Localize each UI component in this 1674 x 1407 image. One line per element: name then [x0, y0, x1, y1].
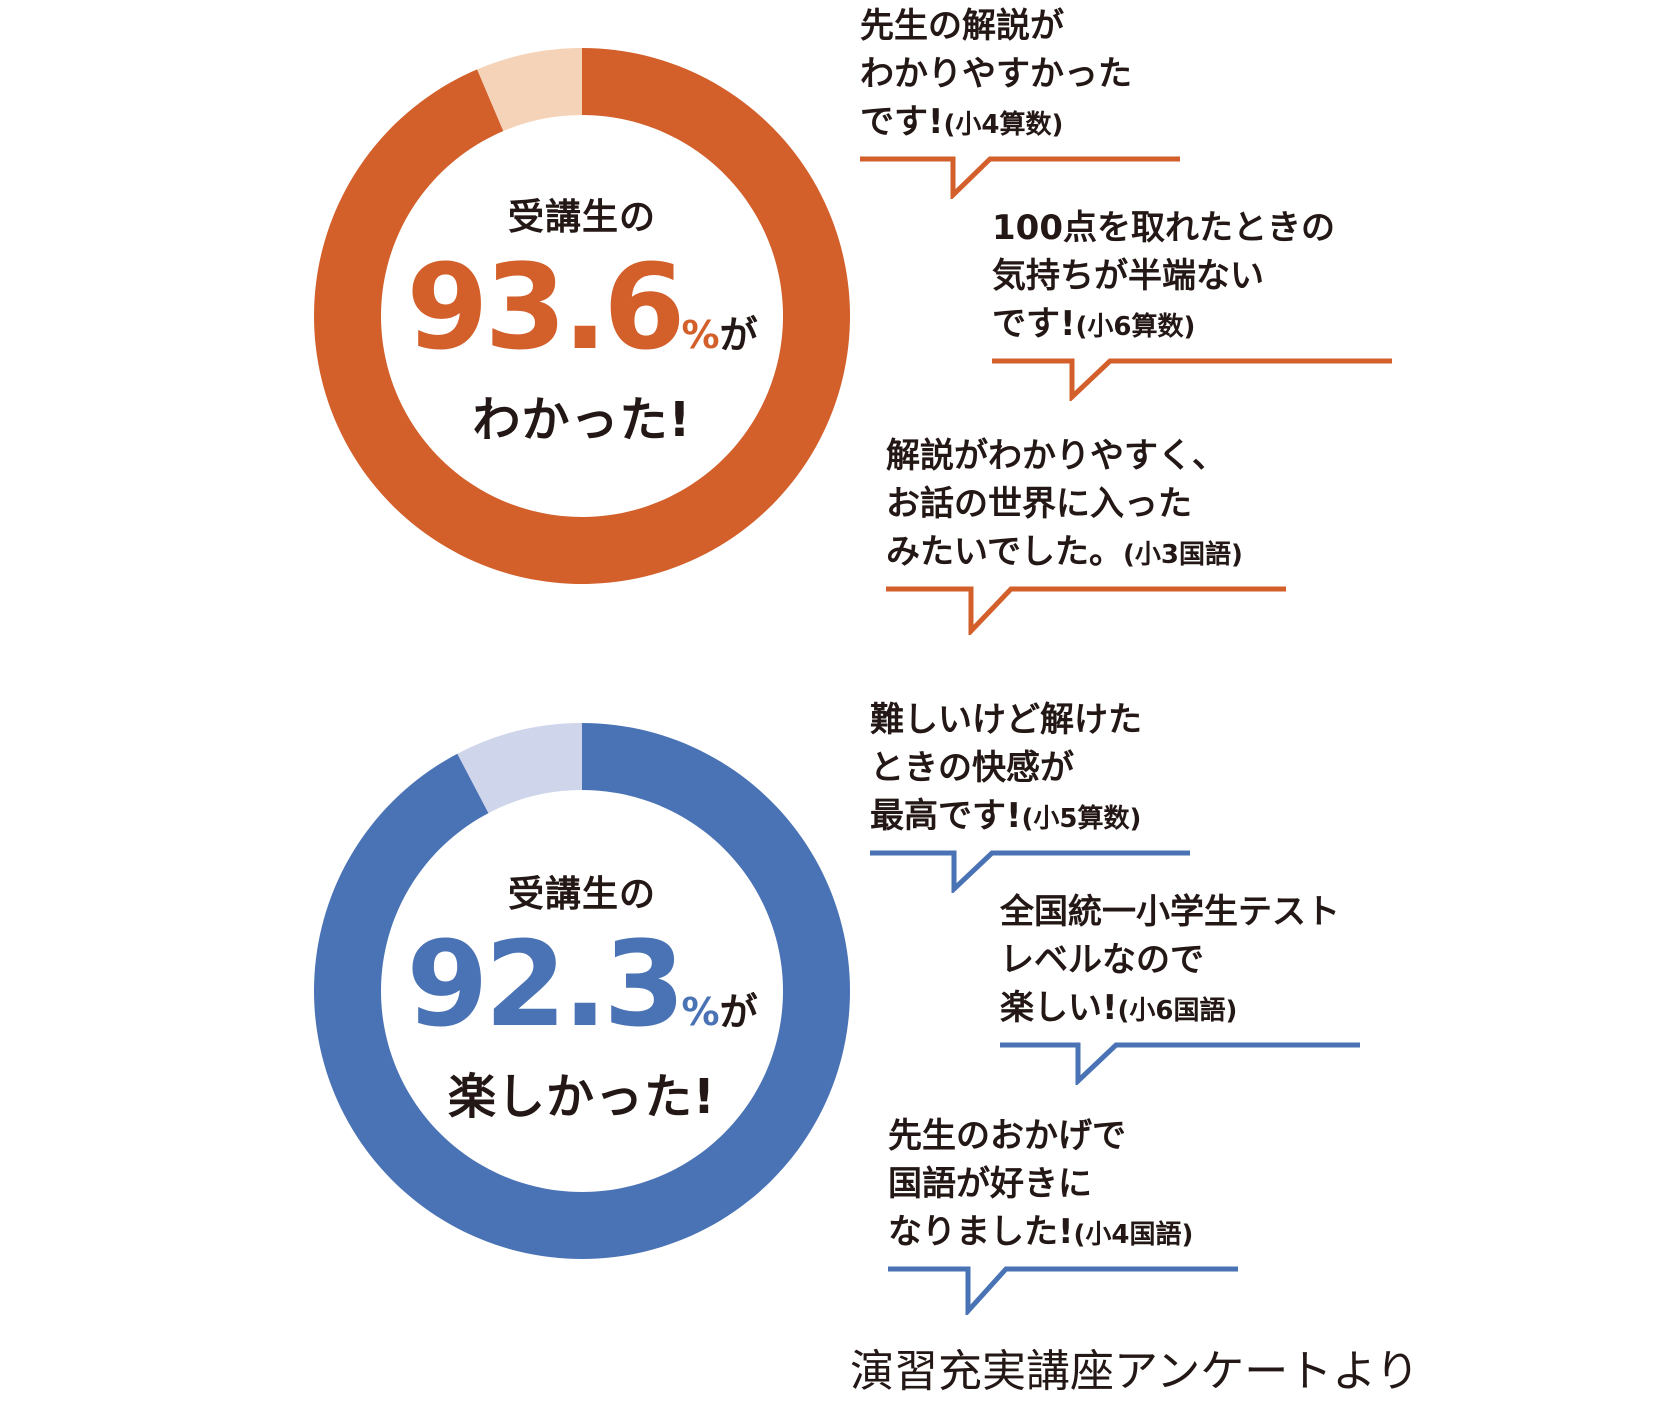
comment-tag: (小4算数)	[943, 110, 1064, 140]
speech-tail-top-3	[886, 586, 1286, 635]
comment-line: お話の世界に入った	[886, 484, 1192, 524]
speech-tail-top-1	[860, 156, 1180, 199]
donut-slice-rest	[477, 48, 582, 132]
donut-slice-rest	[457, 723, 582, 814]
comment-line: です!(小4算数)	[860, 102, 1064, 142]
comment-bottom-3: 先生のおかげで 国語が好きに なりました!(小4国語)	[888, 1112, 1268, 1315]
comment-tag: (小6国語)	[1117, 996, 1238, 1026]
comment-bottom-2: 全国統一小学生テスト レベルなので 楽しい!(小6国語)	[1000, 888, 1380, 1085]
comment-line: 難しいけど解けた	[870, 700, 1142, 740]
comment-top-3: 解説がわかりやすく、 お話の世界に入った みたいでした。(小3国語)	[886, 432, 1306, 635]
speech-tail-top-2	[992, 358, 1392, 401]
comment-line: 楽しい!(小6国語)	[1000, 988, 1238, 1028]
center-tail: 楽しかった!	[448, 1069, 716, 1125]
donut-center-understood: 受講生の 93.6%が わかった!	[362, 188, 802, 450]
donut-center-enjoyed: 受講生の 92.3%が 楽しかった!	[362, 865, 802, 1127]
comment-line: レベルなので	[1000, 940, 1204, 980]
center-percent-suffix: が	[719, 990, 758, 1034]
center-percent-sign: %	[681, 990, 720, 1034]
center-percent-line: 92.3%が	[362, 925, 802, 1043]
donut-chart-enjoyed: 受講生の 92.3%が 楽しかった!	[0, 675, 1674, 1315]
speech-tail-bottom-1	[870, 850, 1190, 893]
center-percent-line: 93.6%が	[362, 248, 802, 366]
comment-top-2: 100点を取れたときの 気持ちが半端ない です!(小6算数)	[992, 204, 1412, 401]
comment-tag: (小5算数)	[1021, 804, 1142, 834]
comment-line: 国語が好きに	[888, 1164, 1092, 1204]
donut-svg-understood	[314, 48, 851, 585]
center-tail: わかった!	[472, 392, 692, 448]
donut-svg-enjoyed	[313, 723, 850, 1259]
center-lead: 受講生の	[507, 197, 656, 238]
speech-tail-bottom-3	[888, 1266, 1238, 1315]
comment-line: 最高です!(小5算数)	[870, 796, 1142, 836]
comment-top-1: 先生の解説が わかりやすかった です!(小4算数)	[860, 2, 1220, 199]
comment-line: 先生のおかげで	[888, 1116, 1126, 1156]
comment-line: わかりやすかった	[860, 54, 1132, 94]
comment-line: 解説がわかりやすく、	[886, 436, 1226, 476]
center-lead: 受講生の	[507, 874, 656, 915]
comment-line: 先生の解説が	[860, 6, 1064, 46]
comment-bottom-1: 難しいけど解けた ときの快感が 最高です!(小5算数)	[870, 696, 1230, 893]
donut-chart-understood: 受講生の 93.6%が わかった!	[0, 0, 1674, 640]
comment-line: みたいでした。(小3国語)	[886, 532, 1243, 572]
survey-source: 演習充実講座アンケートより	[850, 1346, 1420, 1397]
comment-line: 気持ちが半端ない	[992, 256, 1264, 296]
speech-tail-bottom-2	[1000, 1042, 1360, 1085]
comment-line: なりました!(小4国語)	[888, 1212, 1194, 1252]
comment-line: 全国統一小学生テスト	[1000, 892, 1340, 932]
center-percent-sign: %	[681, 313, 720, 357]
center-percent-suffix: が	[719, 313, 758, 357]
comment-tag: (小4国語)	[1073, 1220, 1194, 1250]
center-percent-value: 93.6	[406, 238, 685, 376]
center-percent-value: 92.3	[406, 915, 685, 1053]
comment-line: ときの快感が	[870, 748, 1074, 788]
comment-line: です!(小6算数)	[992, 304, 1196, 344]
comment-line: 100点を取れたときの	[992, 208, 1335, 248]
comment-tag: (小3国語)	[1122, 540, 1243, 570]
comment-tag: (小6算数)	[1075, 312, 1196, 342]
